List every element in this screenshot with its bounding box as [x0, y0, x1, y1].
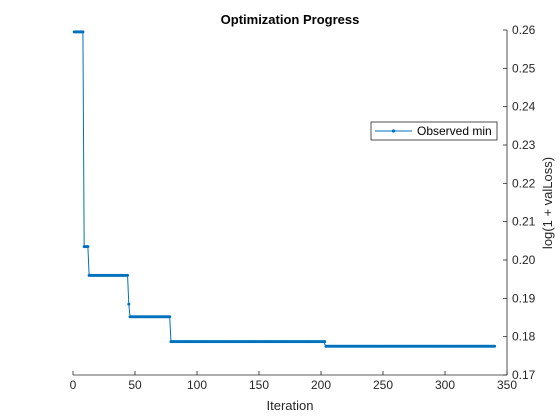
y-tick-label: 0.24	[512, 100, 536, 114]
y-tick-label: 0.19	[512, 291, 536, 305]
legend[interactable]: Observed min	[370, 121, 498, 141]
x-tick-label: 150	[249, 378, 269, 392]
data-point	[168, 315, 172, 319]
x-tick-label: 350	[497, 378, 517, 392]
x-axis-label: Iteration	[267, 398, 314, 413]
x-tick-label: 100	[187, 378, 207, 392]
data-point	[86, 245, 90, 249]
data-point	[126, 273, 130, 277]
y-tick-label: 0.25	[512, 61, 536, 75]
x-tick-label: 50	[128, 378, 142, 392]
x-tick-label: 0	[70, 378, 77, 392]
x-tick-label: 250	[373, 378, 393, 392]
y-tick-label: 0.23	[512, 138, 536, 152]
y-tick-label: 0.21	[512, 215, 536, 229]
data-point	[127, 302, 131, 306]
y-tick-label: 0.20	[512, 253, 536, 267]
chart-title: Optimization Progress	[221, 12, 360, 27]
data-point	[493, 344, 497, 348]
data-point	[81, 30, 85, 34]
data-point	[323, 340, 327, 344]
x-tick-label: 300	[435, 378, 455, 392]
legend-marker-swatch	[391, 129, 396, 133]
series-group	[72, 30, 497, 348]
y-tick-label: 0.18	[512, 330, 536, 344]
y-tick-label: 0.26	[512, 23, 536, 37]
axes	[73, 30, 508, 376]
legend-box	[370, 121, 498, 141]
y-tick-label: 0.17	[512, 368, 536, 382]
y-tick-label: 0.22	[512, 176, 536, 190]
y-axis-label: log(1 + valLoss)	[540, 157, 555, 249]
plot-area	[73, 30, 507, 375]
x-tick-label: 200	[311, 378, 331, 392]
legend-entry-observed-min: Observed min	[417, 124, 492, 138]
